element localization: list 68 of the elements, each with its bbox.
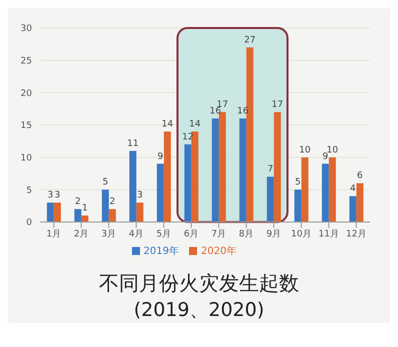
data-label: 2: [110, 197, 116, 208]
bar: [301, 157, 308, 222]
data-label: 3: [48, 190, 54, 201]
x-tick-label: 12月: [346, 229, 366, 240]
y-tick-label: 30: [20, 24, 32, 34]
y-tick-label: 0: [26, 218, 32, 228]
x-tick-label: 6月: [184, 229, 199, 240]
legend-label: 2019年: [144, 246, 179, 257]
data-label: 2: [75, 197, 81, 208]
bar: [129, 150, 136, 222]
data-label: 11: [127, 138, 139, 149]
bar: [322, 164, 329, 222]
bar: [46, 202, 54, 222]
bar: [212, 118, 219, 222]
bar: [74, 209, 82, 222]
bar: [164, 131, 171, 222]
x-tick-label: 1月: [46, 229, 62, 240]
bar: [54, 202, 61, 222]
bar: [218, 112, 226, 222]
y-tick-label: 5: [26, 186, 32, 196]
y-tick-label: 20: [20, 88, 32, 99]
bar: [81, 216, 88, 222]
legend-label: 2020年: [201, 246, 236, 257]
x-tick-label: 8月: [238, 229, 254, 240]
bar: [349, 196, 356, 222]
bar: [266, 176, 274, 222]
bar: [184, 144, 192, 222]
data-label: 17: [272, 100, 284, 110]
data-label: 5: [102, 178, 108, 188]
data-label: 14: [189, 119, 201, 130]
bar: [156, 164, 164, 222]
x-tick-label: 4月: [128, 229, 144, 240]
y-tick-label: 10: [20, 154, 32, 164]
bar: [102, 190, 109, 222]
x-tick-label: 2月: [74, 229, 89, 240]
bar: [246, 47, 254, 222]
x-tick-label: 7月: [211, 229, 226, 240]
bar: [239, 118, 246, 222]
x-tick-label: 5月: [156, 229, 172, 240]
y-tick-label: 15: [20, 121, 32, 132]
data-label: 27: [244, 35, 256, 46]
bar: [294, 190, 302, 222]
text: (2019、2020): [132, 298, 266, 323]
data-label: 10: [299, 145, 311, 156]
bar: [274, 112, 281, 222]
x-tick-label: 3月: [101, 229, 116, 240]
y-tick-label: 25: [20, 56, 32, 67]
bar: [136, 202, 144, 222]
bar: [108, 209, 116, 222]
data-label: 6: [357, 171, 364, 182]
data-label: 5: [295, 178, 301, 188]
bar: [356, 183, 364, 222]
data-label: 9: [158, 152, 164, 162]
data-label: 16: [210, 106, 222, 117]
data-label: 9: [322, 152, 329, 162]
data-label: 1: [82, 204, 88, 214]
data-label: 3: [54, 190, 60, 201]
bar: [191, 131, 198, 222]
text: 不同月份火灾发生起数: [98, 270, 300, 297]
x-tick-label: 9月: [266, 229, 282, 240]
data-label: 14: [162, 119, 174, 130]
data-label: 4: [350, 184, 356, 194]
x-tick-label: 11月: [318, 229, 339, 240]
data-label: 3: [137, 190, 143, 201]
x-tick-label: 10月: [291, 229, 312, 240]
bar: [328, 157, 336, 222]
data-label: 10: [326, 145, 338, 156]
data-label: 7: [268, 164, 274, 175]
